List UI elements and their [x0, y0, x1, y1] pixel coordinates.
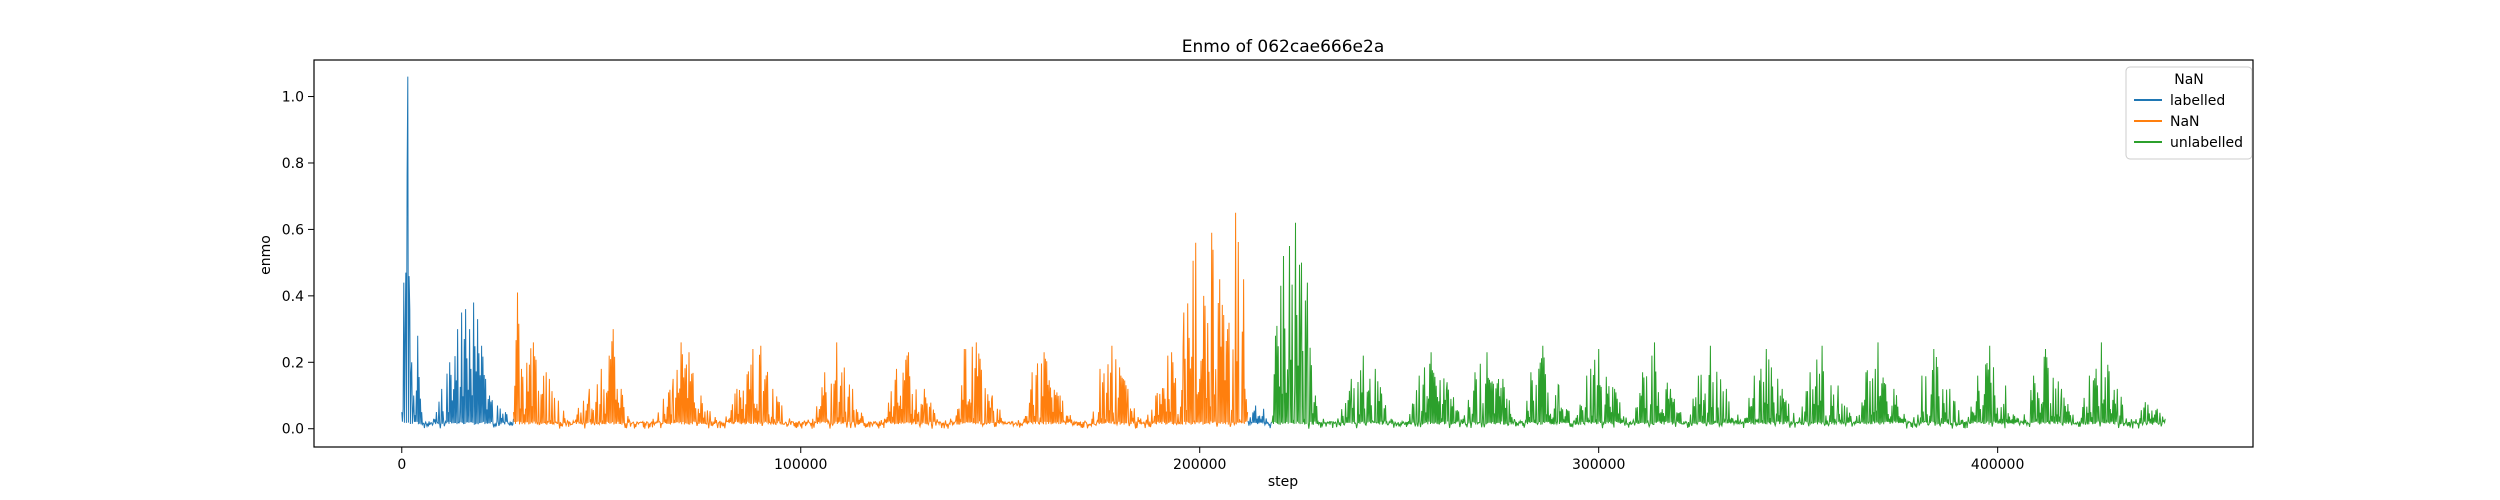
x-tick-label-2: 200000	[1173, 457, 1226, 473]
y-tick-label-4: 0.8	[282, 156, 304, 172]
legend-entry-unlabelled: unlabelled	[2170, 135, 2243, 151]
series-line-unlabelled-0	[1271, 222, 2166, 429]
y-tick-label-0: 0.0	[282, 422, 304, 438]
legend-box	[2125, 66, 2253, 160]
legend-entry-nan: NaN	[2170, 114, 2200, 130]
y-tick-label-3: 0.6	[282, 222, 304, 238]
chart-title: Enmo of 062cae666e2a	[1182, 37, 1384, 57]
series-line-nan-0	[513, 212, 1249, 429]
y-tick-label-5: 1.0	[282, 90, 304, 106]
plot-frame	[313, 59, 2254, 448]
plot-area: 0 100000 200000 300000 400000 0.0 0.2 0.4 0.6 0.8…	[282, 59, 2254, 473]
x-tick-label-0: 0	[397, 457, 406, 473]
series-line-labelled-0	[401, 76, 514, 429]
y-tick-label-1: 0.2	[282, 355, 304, 371]
y-tick-label-2: 0.4	[282, 289, 304, 305]
legend: NaN labelled NaN unlabelled	[2125, 66, 2253, 160]
series-group	[401, 76, 2166, 429]
x-tick-label-3: 300000	[1572, 457, 1625, 473]
legend-entry-labelled: labelled	[2170, 93, 2225, 109]
series-line-labelled-1	[1247, 405, 1272, 429]
x-tick-label-4: 400000	[1971, 457, 2024, 473]
x-tick-label-1: 100000	[774, 457, 827, 473]
x-axis-label: step	[1268, 474, 1298, 490]
y-axis-label: enmo	[258, 235, 274, 275]
legend-title: NaN	[2174, 72, 2204, 88]
